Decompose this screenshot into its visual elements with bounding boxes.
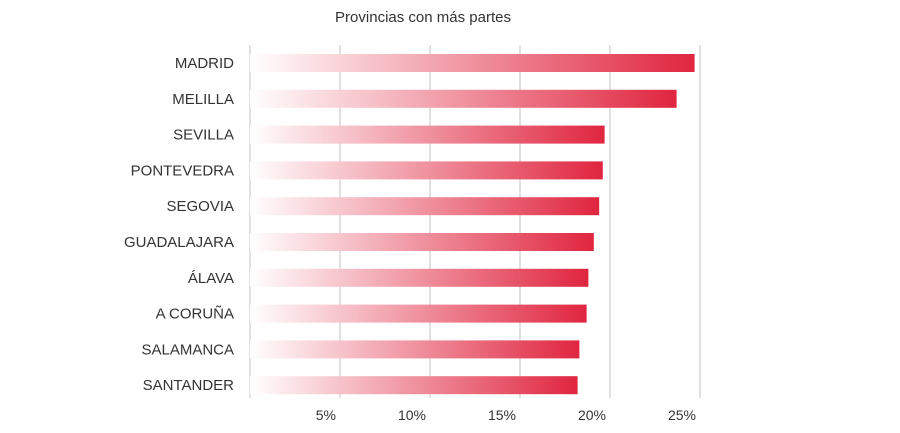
x-tick-label: 5% [316,407,336,423]
category-label: A CORUÑA [156,306,234,323]
x-tick-label: 20% [578,407,606,423]
bar [250,268,589,287]
bar [250,233,594,251]
bar [250,89,677,108]
category-label: MADRID [175,55,234,72]
category-label: SEVILLA [173,127,234,144]
bar [250,304,587,323]
bar-layer [250,54,695,395]
category-label: MELILLA [172,91,234,108]
bar [250,161,603,180]
tick-label-layer: 5% 10% 15% 20% 25% [316,407,696,423]
category-label: SALAMANCA [141,341,234,358]
bar [250,125,605,144]
category-label: GUADALAJARA [124,234,234,251]
chart-title: Provincias con más partes [335,9,511,26]
category-label-layer: MADRID MELILLA SEVILLA PONTEVEDRA SEGOVIA GUA… [124,55,234,394]
x-tick-label: 15% [488,407,516,423]
category-label: ÁLAVA [188,270,234,287]
x-tick-label: 10% [398,407,426,423]
bar [250,197,600,216]
x-tick-label: 25% [668,407,696,423]
category-label: SEGOVIA [166,198,234,215]
category-label: SANTANDER [143,377,235,394]
bar [250,54,695,72]
bar [250,340,580,359]
category-label: PONTEVEDRA [131,162,234,179]
bar [250,376,578,395]
